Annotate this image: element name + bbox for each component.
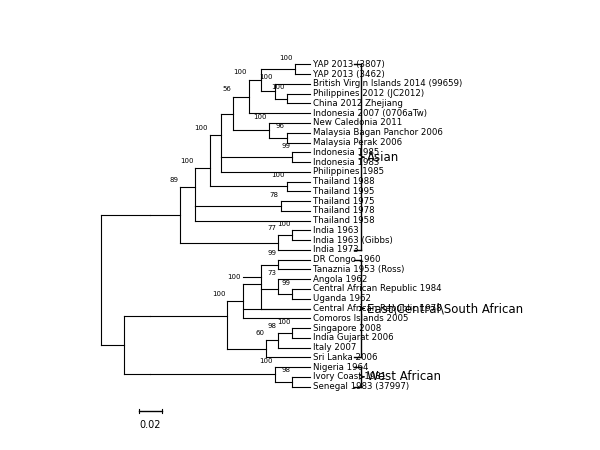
Text: Indonesia 1983: Indonesia 1983 bbox=[313, 158, 379, 166]
Text: 100: 100 bbox=[271, 172, 285, 178]
Text: 100: 100 bbox=[227, 274, 241, 279]
Text: Central African Republic 1978: Central African Republic 1978 bbox=[313, 304, 441, 313]
Text: Indonesia 2007 (0706aTw): Indonesia 2007 (0706aTw) bbox=[313, 109, 427, 118]
Text: British Virgin Islands 2014 (99659): British Virgin Islands 2014 (99659) bbox=[313, 79, 462, 88]
Text: Comoros Islands 2005: Comoros Islands 2005 bbox=[313, 314, 408, 323]
Text: Asian: Asian bbox=[367, 151, 399, 164]
Text: Senegal 1983 (37997): Senegal 1983 (37997) bbox=[313, 382, 409, 391]
Text: India 1963 (Gibbs): India 1963 (Gibbs) bbox=[313, 236, 392, 245]
Text: 100: 100 bbox=[259, 358, 273, 364]
Text: 89: 89 bbox=[169, 176, 178, 183]
Text: Singapore 2008: Singapore 2008 bbox=[313, 324, 381, 333]
Text: 98: 98 bbox=[268, 323, 277, 329]
Text: 100: 100 bbox=[277, 319, 290, 324]
Text: Thailand 1975: Thailand 1975 bbox=[313, 197, 374, 206]
Text: 56: 56 bbox=[223, 86, 232, 92]
Text: DR Congo 1960: DR Congo 1960 bbox=[313, 255, 380, 264]
Text: Malaysia Bagan Panchor 2006: Malaysia Bagan Panchor 2006 bbox=[313, 128, 442, 137]
Text: YAP 2013 (3462): YAP 2013 (3462) bbox=[313, 70, 385, 79]
Text: 100: 100 bbox=[253, 113, 267, 120]
Text: West African: West African bbox=[367, 370, 440, 383]
Text: Thailand 1988: Thailand 1988 bbox=[313, 177, 374, 186]
Text: Philippines 2012 (JC2012): Philippines 2012 (JC2012) bbox=[313, 89, 424, 98]
Text: Tanaznia 1953 (Ross): Tanaznia 1953 (Ross) bbox=[313, 265, 404, 274]
Text: Ivory Coast 1981: Ivory Coast 1981 bbox=[313, 372, 386, 381]
Text: Philippines 1985: Philippines 1985 bbox=[313, 167, 383, 176]
Text: Indonesia 1985: Indonesia 1985 bbox=[313, 148, 379, 157]
Text: 0.02: 0.02 bbox=[140, 420, 161, 430]
Text: India 1973: India 1973 bbox=[313, 245, 358, 254]
Text: Angola 1962: Angola 1962 bbox=[313, 274, 367, 284]
Text: 96: 96 bbox=[276, 123, 285, 129]
Text: 100: 100 bbox=[180, 158, 194, 164]
Text: 99: 99 bbox=[281, 143, 290, 149]
Text: Malaysia Perak 2006: Malaysia Perak 2006 bbox=[313, 138, 401, 147]
Text: 100: 100 bbox=[277, 221, 290, 227]
Text: 99: 99 bbox=[268, 250, 277, 256]
Text: East\Central\South African: East\Central\South African bbox=[367, 302, 523, 315]
Text: Thailand 1978: Thailand 1978 bbox=[313, 207, 374, 216]
Text: 99: 99 bbox=[281, 279, 290, 286]
Text: 77: 77 bbox=[268, 225, 277, 231]
Text: Italy 2007: Italy 2007 bbox=[313, 343, 356, 352]
Text: 100: 100 bbox=[280, 55, 293, 61]
Text: 73: 73 bbox=[268, 270, 277, 276]
Text: YAP 2013 (3807): YAP 2013 (3807) bbox=[313, 60, 385, 69]
Text: Nigeria 1964: Nigeria 1964 bbox=[313, 363, 368, 372]
Text: 100: 100 bbox=[233, 69, 247, 75]
Text: 100: 100 bbox=[212, 291, 226, 297]
Text: 100: 100 bbox=[271, 84, 285, 90]
Text: India Gujarat 2006: India Gujarat 2006 bbox=[313, 333, 393, 342]
Text: New Caledonia 2011: New Caledonia 2011 bbox=[313, 118, 402, 127]
Text: 60: 60 bbox=[256, 330, 265, 336]
Text: 98: 98 bbox=[281, 367, 290, 374]
Text: Uganda 1962: Uganda 1962 bbox=[313, 294, 371, 303]
Text: China 2012 Zhejiang: China 2012 Zhejiang bbox=[313, 99, 403, 108]
Text: Thailand 1995: Thailand 1995 bbox=[313, 187, 374, 196]
Text: 100: 100 bbox=[194, 125, 208, 131]
Text: Sri Lanka 2006: Sri Lanka 2006 bbox=[313, 353, 377, 362]
Text: 78: 78 bbox=[270, 192, 279, 198]
Text: 100: 100 bbox=[259, 74, 273, 81]
Text: Thailand 1958: Thailand 1958 bbox=[313, 216, 374, 225]
Text: India 1963: India 1963 bbox=[313, 226, 358, 235]
Text: Central African Republic 1984: Central African Republic 1984 bbox=[313, 284, 441, 293]
